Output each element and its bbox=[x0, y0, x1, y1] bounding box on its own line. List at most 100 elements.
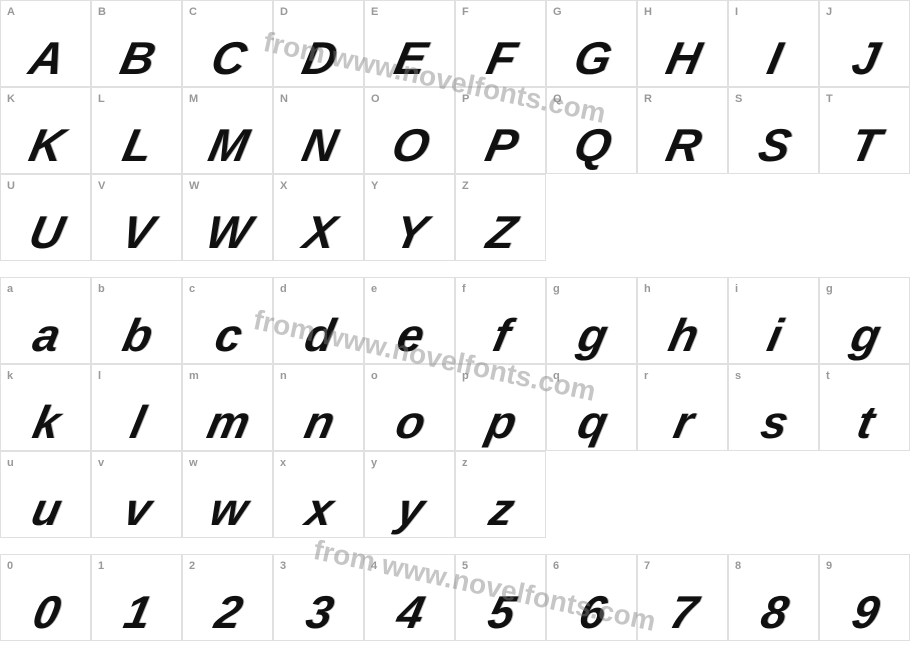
charmap-cell[interactable]: CC bbox=[182, 0, 273, 87]
cell-label: x bbox=[280, 457, 286, 469]
charmap-cell[interactable]: II bbox=[728, 0, 819, 87]
charmap-cell[interactable]: XX bbox=[273, 174, 364, 261]
charmap-cell[interactable]: ee bbox=[364, 277, 455, 364]
charmap-cell[interactable]: 00 bbox=[0, 554, 91, 641]
charmap-cell[interactable]: PP bbox=[455, 87, 546, 174]
charmap-cell[interactable]: ii bbox=[728, 277, 819, 364]
charmap-cell[interactable]: UU bbox=[0, 174, 91, 261]
charmap-cell[interactable]: gg bbox=[546, 277, 637, 364]
empty-cell bbox=[637, 174, 728, 261]
cell-label: R bbox=[644, 93, 652, 105]
charmap-cell[interactable]: LL bbox=[91, 87, 182, 174]
cell-glyph: G bbox=[541, 31, 641, 85]
charmap-cell[interactable]: HH bbox=[637, 0, 728, 87]
cell-label: m bbox=[189, 370, 199, 382]
cell-glyph: L bbox=[86, 118, 186, 172]
cell-glyph: 3 bbox=[268, 585, 368, 639]
charmap-cell[interactable]: GG bbox=[546, 0, 637, 87]
cell-glyph: s bbox=[723, 395, 823, 449]
cell-glyph: Q bbox=[541, 118, 641, 172]
charmap-cell[interactable]: FF bbox=[455, 0, 546, 87]
charmap-cell[interactable]: gg bbox=[819, 277, 910, 364]
charmap-cell[interactable]: QQ bbox=[546, 87, 637, 174]
charmap-cell[interactable]: vv bbox=[91, 451, 182, 538]
cell-glyph: i bbox=[723, 308, 823, 362]
charmap-cell[interactable]: SS bbox=[728, 87, 819, 174]
cell-glyph: R bbox=[632, 118, 732, 172]
cell-label: I bbox=[735, 6, 738, 18]
charmap-cell[interactable]: TT bbox=[819, 87, 910, 174]
charmap-cell[interactable]: xx bbox=[273, 451, 364, 538]
charmap-cell[interactable]: MM bbox=[182, 87, 273, 174]
cell-glyph: a bbox=[0, 308, 96, 362]
charmap-cell[interactable]: nn bbox=[273, 364, 364, 451]
charmap-cell[interactable]: 11 bbox=[91, 554, 182, 641]
cell-glyph: u bbox=[0, 482, 96, 536]
charmap-cell[interactable]: uu bbox=[0, 451, 91, 538]
cell-label: H bbox=[644, 6, 652, 18]
charmap-cell[interactable]: RR bbox=[637, 87, 728, 174]
digits-group: 00112233445566778899 bbox=[0, 554, 911, 641]
cell-label: g bbox=[826, 283, 833, 295]
charmap-cell[interactable]: aa bbox=[0, 277, 91, 364]
empty-cell bbox=[728, 174, 819, 261]
cell-glyph: p bbox=[450, 395, 550, 449]
cell-glyph: K bbox=[0, 118, 96, 172]
charmap-cell[interactable]: pp bbox=[455, 364, 546, 451]
charmap-cell[interactable]: ww bbox=[182, 451, 273, 538]
cell-label: e bbox=[371, 283, 377, 295]
charmap-cell[interactable]: YY bbox=[364, 174, 455, 261]
cell-label: w bbox=[189, 457, 198, 469]
charmap-cell[interactable]: ll bbox=[91, 364, 182, 451]
charmap-cell[interactable]: 22 bbox=[182, 554, 273, 641]
cell-glyph: D bbox=[268, 31, 368, 85]
charmap-cell[interactable]: KK bbox=[0, 87, 91, 174]
cell-label: a bbox=[7, 283, 13, 295]
cell-glyph: n bbox=[268, 395, 368, 449]
charmap-cell[interactable]: NN bbox=[273, 87, 364, 174]
charmap-cell[interactable]: yy bbox=[364, 451, 455, 538]
lowercase-grid: aabbccddeeffgghhiiggkkllmmnnooppqqrrsstt… bbox=[0, 277, 910, 538]
cell-glyph: 0 bbox=[0, 585, 96, 639]
charmap-cell[interactable]: 44 bbox=[364, 554, 455, 641]
charmap-cell[interactable]: 99 bbox=[819, 554, 910, 641]
charmap-cell[interactable]: qq bbox=[546, 364, 637, 451]
charmap-cell[interactable]: OO bbox=[364, 87, 455, 174]
charmap-cell[interactable]: 88 bbox=[728, 554, 819, 641]
charmap-cell[interactable]: rr bbox=[637, 364, 728, 451]
cell-label: G bbox=[553, 6, 562, 18]
cell-glyph: f bbox=[450, 308, 550, 362]
cell-glyph: w bbox=[177, 482, 277, 536]
cell-label: M bbox=[189, 93, 198, 105]
charmap-cell[interactable]: hh bbox=[637, 277, 728, 364]
charmap-cell[interactable]: 33 bbox=[273, 554, 364, 641]
charmap-cell[interactable]: kk bbox=[0, 364, 91, 451]
charmap-cell[interactable]: oo bbox=[364, 364, 455, 451]
charmap-cell[interactable]: mm bbox=[182, 364, 273, 451]
charmap-cell[interactable]: AA bbox=[0, 0, 91, 87]
charmap-cell[interactable]: cc bbox=[182, 277, 273, 364]
charmap-cell[interactable]: JJ bbox=[819, 0, 910, 87]
charmap-cell[interactable]: EE bbox=[364, 0, 455, 87]
charmap-cell[interactable]: WW bbox=[182, 174, 273, 261]
charmap-cell[interactable]: tt bbox=[819, 364, 910, 451]
cell-glyph: 9 bbox=[814, 585, 911, 639]
charmap-cell[interactable]: DD bbox=[273, 0, 364, 87]
charmap-cell[interactable]: 77 bbox=[637, 554, 728, 641]
cell-label: 9 bbox=[826, 560, 832, 572]
cell-glyph: l bbox=[86, 395, 186, 449]
charmap-cell[interactable]: 66 bbox=[546, 554, 637, 641]
charmap-cell[interactable]: bb bbox=[91, 277, 182, 364]
charmap-cell[interactable]: ss bbox=[728, 364, 819, 451]
charmap-cell[interactable]: BB bbox=[91, 0, 182, 87]
charmap-cell[interactable]: ZZ bbox=[455, 174, 546, 261]
charmap-cell[interactable]: zz bbox=[455, 451, 546, 538]
cell-label: r bbox=[644, 370, 648, 382]
charmap-cell[interactable]: dd bbox=[273, 277, 364, 364]
charmap-cell[interactable]: VV bbox=[91, 174, 182, 261]
charmap-cell[interactable]: ff bbox=[455, 277, 546, 364]
charmap-cell[interactable]: 55 bbox=[455, 554, 546, 641]
lowercase-group: aabbccddeeffgghhiiggkkllmmnnooppqqrrsstt… bbox=[0, 277, 911, 538]
cell-glyph: S bbox=[723, 118, 823, 172]
cell-label: p bbox=[462, 370, 469, 382]
